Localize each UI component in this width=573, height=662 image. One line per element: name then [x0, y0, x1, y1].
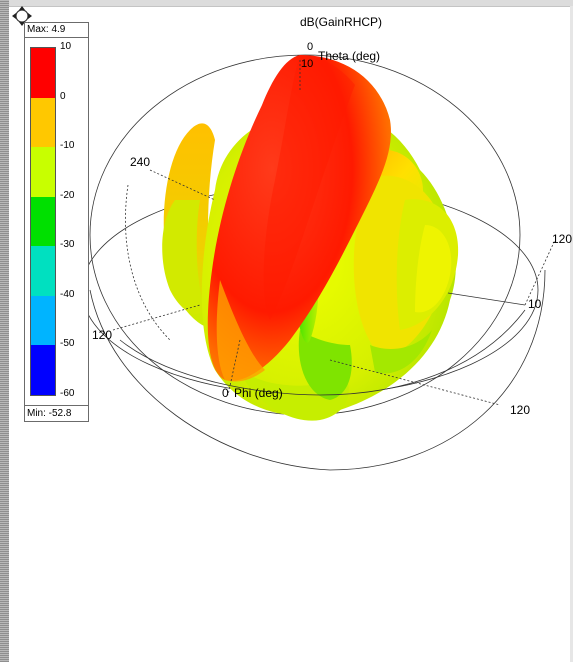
bottom-120-label: 120 [510, 403, 530, 417]
legend-tick-label: -20 [60, 189, 75, 201]
legend-tick-label: -40 [60, 288, 75, 300]
phi-240-label: 240 [130, 155, 150, 169]
legend-swatch [31, 295, 55, 346]
legend-tick-label: -30 [60, 239, 75, 251]
legend-color-bar [30, 47, 56, 396]
grid-front [89, 60, 556, 471]
window-right-border [570, 6, 573, 662]
window-top-border [9, 0, 573, 7]
window-left-border [0, 0, 9, 662]
legend-swatch [31, 246, 55, 296]
gain-pattern-surface [162, 55, 459, 421]
phi-zero-label: 0 [222, 386, 229, 400]
plot-title: dB(GainRHCP) [300, 15, 382, 29]
legend-tick-label: -10 [60, 140, 75, 152]
right-10-label: 10 [528, 297, 542, 311]
legend-swatch [31, 48, 55, 98]
legend-swatch [31, 147, 55, 197]
color-legend[interactable]: Max: 4.9 Min: -52.8 10 0 -10 -20 -30 -40 -50 -6… [24, 22, 89, 422]
right-120-label: 120 [552, 232, 572, 246]
legend-divider-top [25, 37, 88, 38]
legend-tick-label: -50 [60, 338, 75, 350]
phi-axis-label: Phi (deg) [234, 386, 283, 400]
legend-max-label: Max: 4.9 [27, 24, 66, 35]
legend-divider-bottom [25, 405, 88, 406]
theta-axis-label: Theta (deg) [318, 49, 380, 63]
legend-swatch [31, 196, 55, 247]
theta-ten-label: 10 [301, 58, 313, 70]
legend-tick-label: -60 [60, 388, 75, 399]
legend-swatch [31, 97, 55, 148]
legend-swatch [31, 345, 55, 395]
left-120-label: 120 [92, 328, 112, 342]
theta-zero-label: 0 [307, 41, 313, 53]
move-handle-icon[interactable] [11, 5, 33, 27]
legend-tick-label: 0 [60, 90, 66, 102]
legend-tick-label: 10 [60, 41, 72, 52]
legend-min-label: Min: -52.8 [27, 408, 72, 419]
